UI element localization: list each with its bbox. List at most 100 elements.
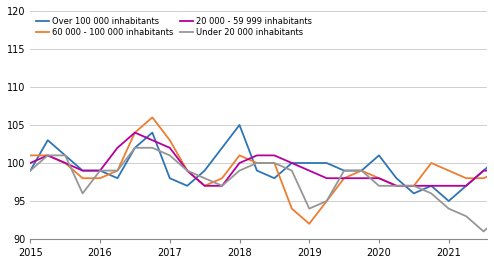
60 000 - 100 000 inhabitants bbox=[237, 154, 243, 157]
20 000 - 59 999 inhabitants bbox=[359, 176, 365, 180]
60 000 - 100 000 inhabitants bbox=[271, 161, 277, 165]
20 000 - 59 999 inhabitants bbox=[254, 154, 260, 157]
60 000 - 100 000 inhabitants bbox=[481, 176, 487, 180]
Line: Under 20 000 inhabitants: Under 20 000 inhabitants bbox=[30, 148, 494, 231]
Under 20 000 inhabitants bbox=[237, 169, 243, 172]
20 000 - 59 999 inhabitants bbox=[271, 154, 277, 157]
20 000 - 59 999 inhabitants bbox=[202, 184, 207, 187]
Over 100 000 inhabitants bbox=[271, 176, 277, 180]
20 000 - 59 999 inhabitants bbox=[289, 161, 295, 165]
Over 100 000 inhabitants bbox=[376, 154, 382, 157]
Under 20 000 inhabitants bbox=[167, 154, 173, 157]
Over 100 000 inhabitants bbox=[411, 192, 417, 195]
60 000 - 100 000 inhabitants bbox=[202, 184, 207, 187]
Under 20 000 inhabitants bbox=[376, 184, 382, 187]
Over 100 000 inhabitants bbox=[254, 169, 260, 172]
60 000 - 100 000 inhabitants bbox=[219, 176, 225, 180]
60 000 - 100 000 inhabitants bbox=[115, 169, 121, 172]
Over 100 000 inhabitants bbox=[359, 169, 365, 172]
Under 20 000 inhabitants bbox=[219, 184, 225, 187]
Under 20 000 inhabitants bbox=[306, 207, 312, 210]
Under 20 000 inhabitants bbox=[446, 207, 452, 210]
60 000 - 100 000 inhabitants bbox=[393, 184, 399, 187]
60 000 - 100 000 inhabitants bbox=[376, 176, 382, 180]
Over 100 000 inhabitants bbox=[237, 123, 243, 127]
Line: 20 000 - 59 999 inhabitants: 20 000 - 59 999 inhabitants bbox=[30, 132, 494, 216]
Under 20 000 inhabitants bbox=[289, 169, 295, 172]
Over 100 000 inhabitants bbox=[184, 184, 190, 187]
60 000 - 100 000 inhabitants bbox=[428, 161, 434, 165]
Over 100 000 inhabitants bbox=[446, 200, 452, 203]
20 000 - 59 999 inhabitants bbox=[341, 176, 347, 180]
60 000 - 100 000 inhabitants bbox=[97, 176, 103, 180]
Under 20 000 inhabitants bbox=[149, 146, 155, 149]
Over 100 000 inhabitants bbox=[97, 169, 103, 172]
20 000 - 59 999 inhabitants bbox=[184, 169, 190, 172]
Legend: Over 100 000 inhabitants, 60 000 - 100 000 inhabitants, 20 000 - 59 999 inhabita: Over 100 000 inhabitants, 60 000 - 100 0… bbox=[35, 15, 314, 38]
Under 20 000 inhabitants bbox=[62, 154, 68, 157]
Under 20 000 inhabitants bbox=[202, 176, 207, 180]
Over 100 000 inhabitants bbox=[27, 169, 33, 172]
60 000 - 100 000 inhabitants bbox=[80, 176, 85, 180]
20 000 - 59 999 inhabitants bbox=[80, 169, 85, 172]
Over 100 000 inhabitants bbox=[289, 161, 295, 165]
20 000 - 59 999 inhabitants bbox=[324, 176, 329, 180]
20 000 - 59 999 inhabitants bbox=[115, 146, 121, 149]
Over 100 000 inhabitants bbox=[202, 169, 207, 172]
Under 20 000 inhabitants bbox=[132, 146, 138, 149]
Over 100 000 inhabitants bbox=[45, 139, 51, 142]
Over 100 000 inhabitants bbox=[463, 184, 469, 187]
Under 20 000 inhabitants bbox=[45, 154, 51, 157]
20 000 - 59 999 inhabitants bbox=[167, 146, 173, 149]
60 000 - 100 000 inhabitants bbox=[45, 154, 51, 157]
60 000 - 100 000 inhabitants bbox=[184, 169, 190, 172]
Under 20 000 inhabitants bbox=[27, 169, 33, 172]
60 000 - 100 000 inhabitants bbox=[62, 161, 68, 165]
Under 20 000 inhabitants bbox=[271, 161, 277, 165]
20 000 - 59 999 inhabitants bbox=[376, 176, 382, 180]
60 000 - 100 000 inhabitants bbox=[446, 169, 452, 172]
Over 100 000 inhabitants bbox=[219, 146, 225, 149]
60 000 - 100 000 inhabitants bbox=[306, 222, 312, 226]
60 000 - 100 000 inhabitants bbox=[463, 176, 469, 180]
Line: 60 000 - 100 000 inhabitants: 60 000 - 100 000 inhabitants bbox=[30, 117, 494, 224]
20 000 - 59 999 inhabitants bbox=[446, 184, 452, 187]
Line: Over 100 000 inhabitants: Over 100 000 inhabitants bbox=[30, 41, 494, 201]
Over 100 000 inhabitants bbox=[167, 176, 173, 180]
Over 100 000 inhabitants bbox=[341, 169, 347, 172]
20 000 - 59 999 inhabitants bbox=[219, 184, 225, 187]
60 000 - 100 000 inhabitants bbox=[289, 207, 295, 210]
20 000 - 59 999 inhabitants bbox=[481, 169, 487, 172]
20 000 - 59 999 inhabitants bbox=[62, 161, 68, 165]
20 000 - 59 999 inhabitants bbox=[132, 131, 138, 134]
Under 20 000 inhabitants bbox=[184, 169, 190, 172]
Over 100 000 inhabitants bbox=[428, 184, 434, 187]
Over 100 000 inhabitants bbox=[62, 154, 68, 157]
Over 100 000 inhabitants bbox=[80, 169, 85, 172]
Under 20 000 inhabitants bbox=[115, 169, 121, 172]
20 000 - 59 999 inhabitants bbox=[428, 184, 434, 187]
Under 20 000 inhabitants bbox=[463, 215, 469, 218]
20 000 - 59 999 inhabitants bbox=[411, 184, 417, 187]
Over 100 000 inhabitants bbox=[149, 131, 155, 134]
Under 20 000 inhabitants bbox=[359, 169, 365, 172]
Under 20 000 inhabitants bbox=[393, 184, 399, 187]
Under 20 000 inhabitants bbox=[324, 200, 329, 203]
60 000 - 100 000 inhabitants bbox=[254, 161, 260, 165]
60 000 - 100 000 inhabitants bbox=[359, 169, 365, 172]
Under 20 000 inhabitants bbox=[411, 184, 417, 187]
Over 100 000 inhabitants bbox=[306, 161, 312, 165]
60 000 - 100 000 inhabitants bbox=[132, 131, 138, 134]
20 000 - 59 999 inhabitants bbox=[306, 169, 312, 172]
60 000 - 100 000 inhabitants bbox=[27, 154, 33, 157]
60 000 - 100 000 inhabitants bbox=[324, 200, 329, 203]
Under 20 000 inhabitants bbox=[80, 192, 85, 195]
Over 100 000 inhabitants bbox=[132, 146, 138, 149]
Over 100 000 inhabitants bbox=[481, 169, 487, 172]
Over 100 000 inhabitants bbox=[393, 176, 399, 180]
Under 20 000 inhabitants bbox=[341, 169, 347, 172]
Under 20 000 inhabitants bbox=[428, 192, 434, 195]
60 000 - 100 000 inhabitants bbox=[341, 176, 347, 180]
20 000 - 59 999 inhabitants bbox=[393, 184, 399, 187]
Under 20 000 inhabitants bbox=[481, 230, 487, 233]
